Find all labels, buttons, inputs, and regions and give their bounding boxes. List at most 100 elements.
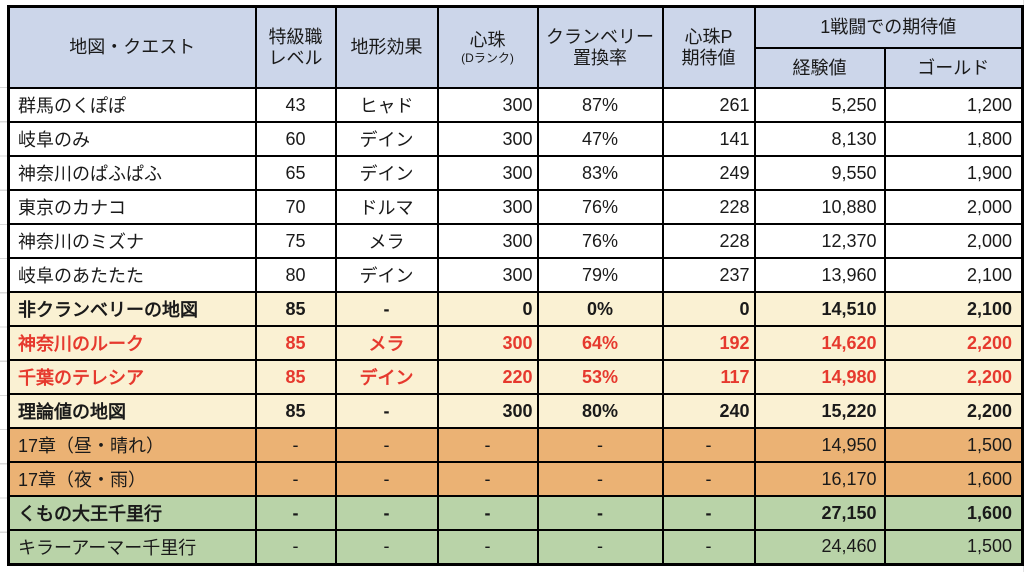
table-row: 岐阜のあたたた 80 デイン 300 79% 237 13,960 2,100 — [7, 257, 1024, 293]
gold-cell: 1,900 — [883, 155, 1024, 191]
table-row: 17章（夜・雨） - - - - -16,170 1,600 — [7, 461, 1024, 497]
quest-name-cell: 群馬のくぽぽ — [7, 87, 257, 123]
exp-cell: 14,980 — [753, 359, 886, 395]
quest-name-cell: くもの大王千里行 — [7, 495, 257, 531]
pearl-p-cell: 192 — [661, 325, 756, 361]
header-exp: 経験値 — [753, 47, 886, 89]
quest-name-cell: 理論値の地図 — [7, 393, 257, 429]
level-cell: - — [254, 495, 337, 531]
gold-cell: 2,200 — [883, 359, 1024, 395]
gold-cell: 2,000 — [883, 223, 1024, 259]
table-row: キラーアーマー千里行 - - - - -24,460 1,500 — [7, 529, 1024, 565]
level-cell: 85 — [254, 325, 337, 361]
cranberry-rate-cell: 80% — [536, 393, 664, 429]
pearl-p-cell: 261 — [661, 87, 756, 123]
exp-cell: 12,370 — [753, 223, 886, 259]
header-level-line2: レベル — [268, 47, 323, 68]
pearl-p-cell: 117 — [661, 359, 756, 395]
cranberry-rate-cell: - — [536, 427, 664, 463]
cranberry-rate-cell: 79% — [536, 257, 664, 293]
terrain-cell: - — [334, 393, 439, 429]
terrain-cell: - — [334, 461, 439, 497]
terrain-cell: ドルマ — [334, 189, 439, 225]
level-cell: 60 — [254, 121, 337, 157]
table-row: 千葉のテレシア 85 デイン 220 53% 117 14,980 2,200 — [7, 359, 1024, 395]
pearl-cell: 300 — [436, 325, 539, 361]
header-terrain: 地形効果 — [334, 5, 439, 89]
pearl-p-cell: - — [661, 495, 756, 531]
table-row: 理論値の地図 85-300 80% 240 15,220 2,200 — [7, 393, 1024, 429]
header-pearl-rank: (Dランク) — [461, 51, 514, 65]
header-row-top: 地図・クエスト 特級職 レベル 地形効果 心珠 (Dランク) クランベリー 置換… — [7, 5, 1024, 89]
exp-cell: 15,220 — [753, 393, 886, 429]
gold-cell: 1,500 — [883, 529, 1024, 565]
cranberry-rate-cell: 76% — [536, 223, 664, 259]
table-row: 東京のカナコ 70 ドルマ 300 76% 228 10,880 2,000 — [7, 189, 1024, 225]
header-pearl-p-line1: 心珠P — [684, 26, 733, 47]
level-cell: 75 — [254, 223, 337, 259]
cranberry-rate-cell: 64% — [536, 325, 664, 361]
quest-name-cell: 非クランベリーの地図 — [7, 291, 257, 327]
exp-cell: 13,960 — [753, 257, 886, 293]
terrain-cell: - — [334, 495, 439, 531]
level-cell: 43 — [254, 87, 337, 123]
pearl-cell: 300 — [436, 393, 539, 429]
level-cell: 85 — [254, 359, 337, 395]
gold-cell: 1,800 — [883, 121, 1024, 157]
gold-cell: 2,100 — [883, 257, 1024, 293]
header-cranberry-line1: クランベリー — [546, 26, 654, 47]
cranberry-rate-cell: - — [536, 529, 664, 565]
header-gold: ゴールド — [883, 47, 1024, 89]
quest-name-cell: 神奈川のミズナ — [7, 223, 257, 259]
terrain-cell: ヒャド — [334, 87, 439, 123]
pearl-p-cell: - — [661, 427, 756, 463]
header-cranberry-line2: 置換率 — [573, 47, 627, 68]
level-cell: 65 — [254, 155, 337, 191]
terrain-cell: - — [334, 529, 439, 565]
quest-name-cell: 東京のカナコ — [7, 189, 257, 225]
pearl-cell: - — [436, 461, 539, 497]
terrain-cell: メラ — [334, 223, 439, 259]
pearl-cell: 300 — [436, 155, 539, 191]
exp-cell: 9,550 — [753, 155, 886, 191]
exp-cell: 24,460 — [753, 529, 886, 565]
cranberry-rate-cell: 87% — [536, 87, 664, 123]
header-pearl-p-line2: 期待値 — [681, 47, 736, 68]
level-cell: 80 — [254, 257, 337, 293]
quest-name-cell: キラーアーマー千里行 — [7, 529, 257, 565]
exp-cell: 27,150 — [753, 495, 886, 531]
terrain-cell: デイン — [334, 359, 439, 395]
table-row: くもの大王千里行 - - - - -27,150 1,600 — [7, 495, 1024, 531]
level-cell: - — [254, 461, 337, 497]
pearl-p-cell: 240 — [661, 393, 756, 429]
exp-cell: 16,170 — [753, 461, 886, 497]
pearl-cell: 300 — [436, 121, 539, 157]
header-map-quest: 地図・クエスト — [7, 5, 257, 89]
level-cell: - — [254, 529, 337, 565]
gold-cell: 1,500 — [883, 427, 1024, 463]
exp-cell: 5,250 — [753, 87, 886, 123]
pearl-cell: 220 — [436, 359, 539, 395]
gold-cell: 2,200 — [883, 325, 1024, 361]
quest-name-cell: 神奈川のぱふぱふ — [7, 155, 257, 191]
exp-cell: 14,950 — [753, 427, 886, 463]
cranberry-rate-cell: 76% — [536, 189, 664, 225]
table-row: 群馬のくぽぽ 43 ヒャド 300 87% 261 5,250 1,200 — [7, 87, 1024, 123]
terrain-cell: デイン — [334, 257, 439, 293]
table-row: 神奈川のぱふぱふ 65 デイン 300 83% 249 9,550 1,900 — [7, 155, 1024, 191]
pearl-cell: - — [436, 529, 539, 565]
gold-cell: 1,200 — [883, 87, 1024, 123]
exp-cell: 14,510 — [753, 291, 886, 327]
table-header: 地図・クエスト 特級職 レベル 地形効果 心珠 (Dランク) クランベリー 置換… — [7, 5, 1024, 89]
level-cell: 85 — [254, 291, 337, 327]
pearl-cell: 300 — [436, 189, 539, 225]
cranberry-rate-cell: 53% — [536, 359, 664, 395]
table-row: 非クランベリーの地図 85-0 0% 0 14,510 2,100 — [7, 291, 1024, 327]
table-row: 神奈川のミズナ 75 メラ 300 76% 228 12,370 2,000 — [7, 223, 1024, 259]
quest-expectation-table: 地図・クエスト 特級職 レベル 地形効果 心珠 (Dランク) クランベリー 置換… — [7, 5, 1024, 566]
spreadsheet-gridline-margin — [0, 54, 7, 566]
level-cell: - — [254, 427, 337, 463]
pearl-cell: 300 — [436, 87, 539, 123]
exp-cell: 14,620 — [753, 325, 886, 361]
terrain-cell: デイン — [334, 155, 439, 191]
